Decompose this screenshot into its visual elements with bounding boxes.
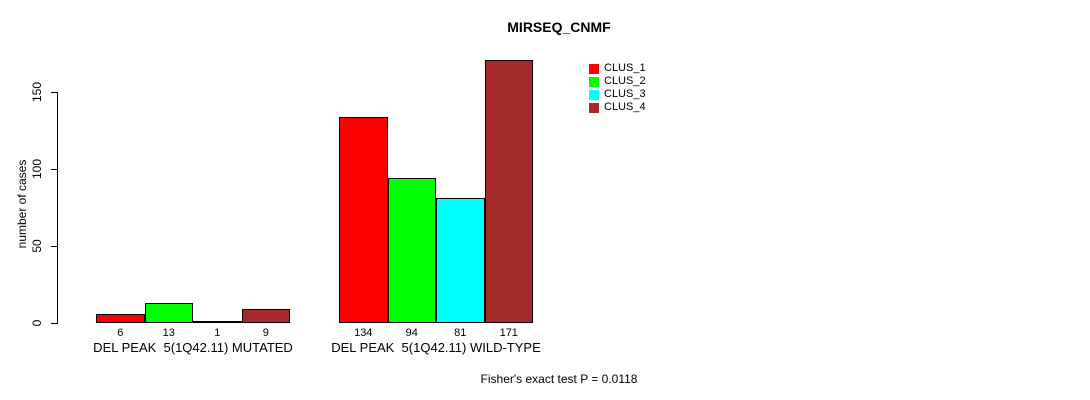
- bar-value-label: 13: [162, 327, 175, 339]
- legend-swatch-clus_3: [589, 89, 599, 100]
- legend-item-clus_4: CLUS_4: [589, 101, 646, 114]
- bar-value-label: 6: [117, 327, 124, 339]
- bar-value-label: 9: [262, 327, 269, 339]
- legend-label: CLUS_2: [604, 75, 646, 87]
- bar-value-label: 1: [214, 327, 221, 339]
- y-axis-tick-label: 150: [30, 82, 44, 103]
- legend-label: CLUS_4: [604, 101, 646, 113]
- y-axis-tick: [51, 323, 57, 324]
- legend-item-clus_1: CLUS_1: [589, 62, 646, 75]
- group-label: DEL PEAK 5(1Q42.11) MUTATED: [93, 340, 293, 355]
- bar-clus_4-group1: [241, 309, 290, 323]
- legend-item-clus_3: CLUS_3: [589, 88, 646, 101]
- y-axis-title: number of cases: [15, 159, 29, 249]
- legend-item-clus_2: CLUS_2: [589, 75, 646, 88]
- legend-label: CLUS_3: [604, 88, 646, 100]
- y-axis-line: [57, 92, 58, 324]
- bar-value-label: 134: [354, 327, 373, 339]
- y-axis-tick: [51, 169, 57, 171]
- bar-clus_2-group1: [144, 303, 193, 323]
- y-axis-tick: [51, 92, 57, 94]
- bar-clus_3-group2: [436, 198, 485, 323]
- bar-value-label: 171: [499, 327, 518, 339]
- bar-value-label: 94: [405, 327, 418, 339]
- legend-swatch-clus_2: [589, 76, 599, 87]
- bar-clus_3-group1: [193, 321, 242, 323]
- y-axis-tick-label: 100: [30, 159, 44, 180]
- legend: CLUS_1 CLUS_2 CLUS_3 CLUS_4: [589, 62, 646, 114]
- y-axis-tick: [51, 246, 57, 248]
- bar-clus_2-group2: [387, 178, 436, 323]
- chart-title: MIRSEQ_CNMF: [507, 19, 611, 35]
- legend-swatch-clus_1: [589, 63, 599, 74]
- bar-clus_1-group2: [339, 117, 388, 323]
- bar-value-label: 81: [454, 327, 467, 339]
- y-axis-tick-label: 0: [30, 319, 44, 327]
- annotation-fishers-test: Fisher's exact test P = 0.0118: [480, 372, 638, 386]
- legend-label: CLUS_1: [604, 62, 646, 74]
- legend-swatch-clus_4: [589, 102, 599, 113]
- y-axis-tick-label: 50: [30, 239, 44, 253]
- bar-clus_4-group2: [484, 60, 533, 323]
- bar-clus_1-group1: [96, 314, 145, 323]
- group-label: DEL PEAK 5(1Q42.11) WILD-TYPE: [331, 340, 541, 355]
